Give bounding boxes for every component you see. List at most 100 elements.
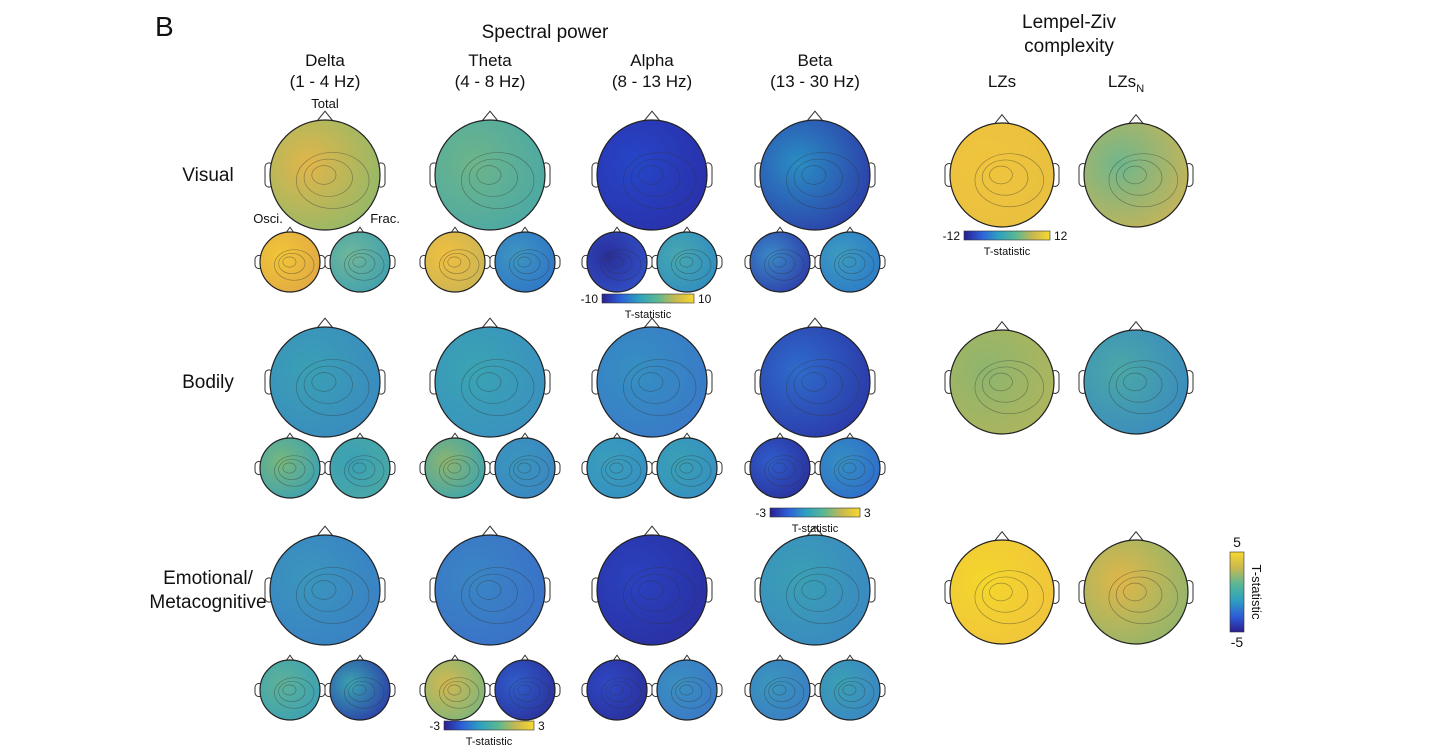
colorbar-max: 12 bbox=[1054, 229, 1068, 243]
contour-line bbox=[623, 152, 697, 209]
topomap-lz0-row0 bbox=[944, 113, 1060, 228]
contour-line bbox=[801, 165, 827, 185]
contour-line bbox=[638, 372, 664, 392]
contour-line bbox=[838, 680, 866, 703]
scalp-map bbox=[596, 326, 708, 438]
scalp-map bbox=[269, 119, 381, 231]
nose-icon bbox=[993, 530, 1011, 543]
scalp-map bbox=[759, 534, 871, 646]
contour-line bbox=[513, 680, 541, 703]
scalp-map bbox=[656, 231, 718, 293]
colorbar-label: T-statistic bbox=[792, 523, 839, 535]
column-range-alpha: (8 - 13 Hz) bbox=[612, 72, 692, 91]
topomap-lz1-row1 bbox=[1078, 320, 1194, 435]
row-label-2: Emotional/ bbox=[163, 568, 253, 589]
contour-line bbox=[517, 256, 532, 268]
contour-line bbox=[311, 580, 337, 600]
scalp-map bbox=[586, 437, 648, 499]
contour-line bbox=[439, 455, 480, 487]
contour-line bbox=[609, 462, 624, 474]
contour-line bbox=[601, 677, 642, 709]
contour-line bbox=[838, 458, 866, 481]
colorbar-gradient bbox=[1229, 551, 1245, 633]
scalp-map bbox=[819, 231, 881, 293]
scalp-map bbox=[949, 539, 1055, 645]
row-label-0: Visual bbox=[182, 165, 233, 186]
contour-line bbox=[671, 249, 712, 281]
scalp-map bbox=[259, 231, 321, 293]
contour-line bbox=[989, 372, 1013, 392]
topomap-total-alpha-row0 bbox=[591, 110, 713, 231]
colorbar-max: 10 bbox=[698, 292, 712, 306]
contour-line bbox=[311, 165, 337, 185]
topomap-osci-theta-row1 bbox=[419, 432, 491, 499]
contour-line bbox=[468, 365, 518, 404]
topomap-frac-alpha-row1 bbox=[651, 432, 723, 499]
topomap-total-delta-row2 bbox=[264, 525, 386, 646]
contour-line bbox=[348, 252, 376, 275]
nose-icon bbox=[642, 317, 662, 330]
contour-line bbox=[447, 256, 462, 268]
contour-line bbox=[838, 252, 866, 275]
colorbar-lz-right: 5 -5 T-statistic bbox=[1229, 534, 1264, 650]
colorbar-beta-bodily: -3 3 T-statistic bbox=[755, 506, 871, 535]
contour-line bbox=[834, 455, 875, 487]
contour-line bbox=[311, 372, 337, 392]
spectral-power-title: Spectral power bbox=[482, 22, 609, 43]
lz-column-0: LZs bbox=[988, 72, 1016, 91]
lz-title-line1: Lempel-Ziv bbox=[1022, 12, 1116, 33]
column-name-beta: Beta bbox=[798, 51, 834, 70]
topomap-frac-theta-row0 bbox=[489, 226, 561, 293]
topomap-frac-delta-row0 bbox=[324, 226, 396, 293]
nose-icon bbox=[480, 525, 500, 538]
row-label-1: Bodily bbox=[182, 372, 234, 393]
contour-line bbox=[764, 249, 805, 281]
scalp-map bbox=[596, 534, 708, 646]
contour-line bbox=[476, 165, 502, 185]
contour-line bbox=[630, 365, 680, 404]
contour-line bbox=[675, 680, 703, 703]
colorbar-gradient bbox=[601, 293, 695, 304]
scalp-map bbox=[586, 659, 648, 721]
contour-line bbox=[1108, 360, 1178, 415]
contour-line bbox=[468, 158, 518, 197]
contour-line bbox=[605, 252, 633, 275]
contour-line bbox=[352, 462, 367, 474]
topomap-osci-delta-row1 bbox=[254, 432, 326, 499]
topomap-total-alpha-row1 bbox=[591, 317, 713, 438]
topomap-osci-alpha-row0 bbox=[581, 226, 653, 293]
topomap-osci-beta-row0 bbox=[744, 226, 816, 293]
topomap-total-beta-row2 bbox=[754, 525, 876, 646]
contour-line bbox=[447, 684, 462, 696]
nose-icon bbox=[480, 317, 500, 330]
contour-line bbox=[1115, 576, 1163, 613]
contour-line bbox=[834, 249, 875, 281]
contour-line bbox=[443, 680, 471, 703]
contour-line bbox=[517, 684, 532, 696]
row-label-2: Metacognitive bbox=[149, 592, 266, 613]
column-name-delta: Delta bbox=[305, 51, 345, 70]
column-range-delta: (1 - 4 Hz) bbox=[290, 72, 361, 91]
contour-line bbox=[623, 359, 697, 416]
contour-line bbox=[772, 684, 787, 696]
scalp-map bbox=[596, 119, 708, 231]
contour-line bbox=[443, 458, 471, 481]
topomap-osci-beta-row2 bbox=[744, 654, 816, 721]
contour-line bbox=[303, 365, 353, 404]
topomap-total-alpha-row2 bbox=[591, 525, 713, 646]
colorbar-label: T-statistic bbox=[1249, 565, 1264, 620]
scalp-map bbox=[494, 659, 556, 721]
contour-line bbox=[274, 249, 315, 281]
contour-line bbox=[671, 677, 712, 709]
contour-line bbox=[461, 152, 535, 209]
scalp-map bbox=[749, 231, 811, 293]
nose-icon bbox=[1127, 320, 1145, 333]
contour-line bbox=[476, 372, 502, 392]
contour-line bbox=[1123, 582, 1147, 602]
contour-line bbox=[801, 580, 827, 600]
contour-line bbox=[989, 165, 1013, 185]
contour-line bbox=[974, 153, 1044, 208]
total-label: Total bbox=[311, 96, 339, 111]
